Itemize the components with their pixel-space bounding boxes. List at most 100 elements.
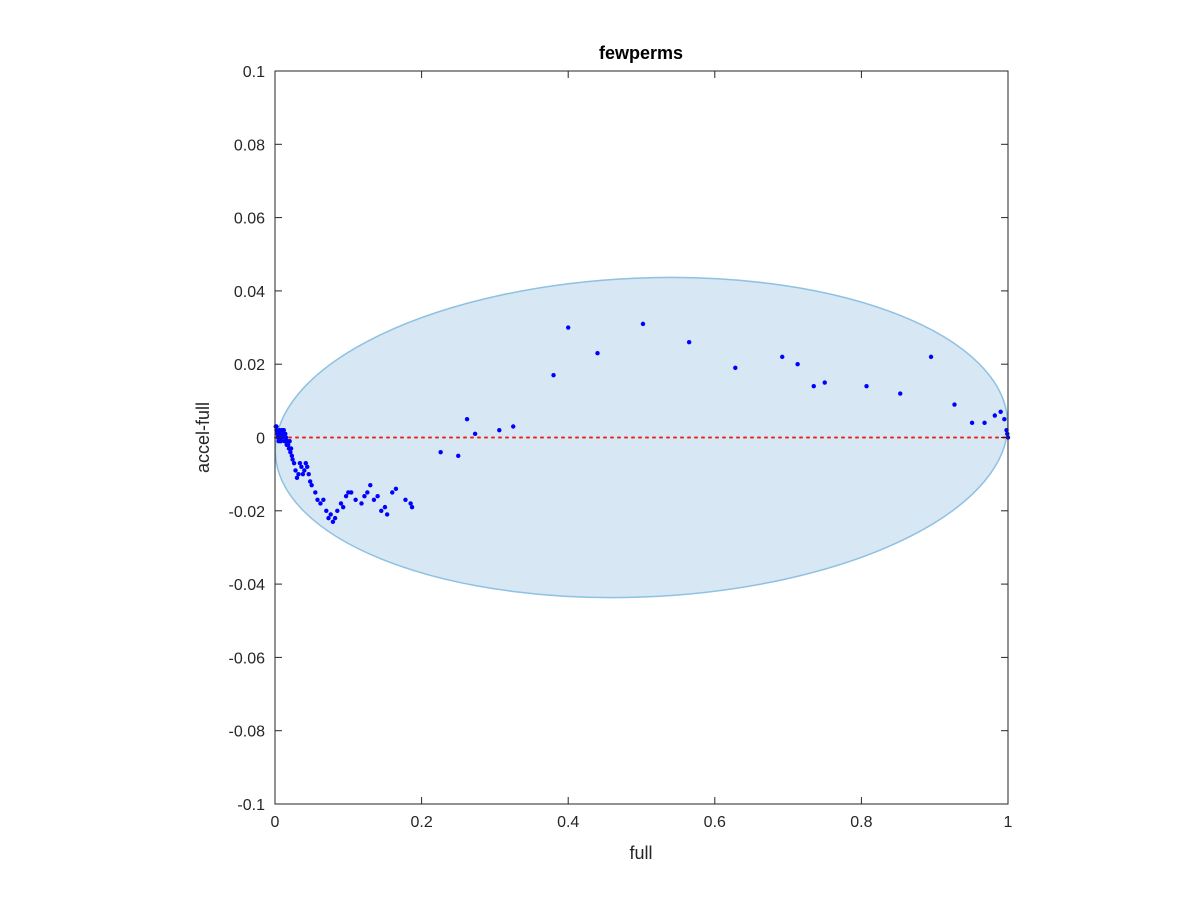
data-point: [309, 482, 314, 488]
data-point: [288, 446, 294, 451]
data-point: [332, 515, 338, 521]
y-axis-label: accel-full: [193, 402, 213, 473]
data-point: [291, 460, 297, 466]
data-point: [306, 471, 311, 477]
data-point: [318, 501, 323, 506]
data-point: [321, 497, 326, 503]
data-point: [281, 427, 286, 433]
data-point: [330, 519, 336, 524]
data-point: [340, 504, 346, 510]
data-point: [299, 464, 304, 470]
y-tick-label: 0.1: [243, 64, 265, 81]
x-tick-label: 0: [271, 814, 280, 831]
data-point: [289, 453, 295, 459]
data-point: [595, 351, 600, 356]
data-point: [864, 383, 869, 389]
data-point: [315, 497, 320, 503]
data-point: [566, 325, 571, 330]
data-point: [382, 504, 388, 510]
data-point: [278, 438, 284, 444]
data-point: [822, 380, 827, 385]
data-point: [293, 468, 298, 473]
data-point: [456, 453, 461, 459]
data-point: [403, 497, 408, 503]
y-tick-label: -0.06: [229, 650, 266, 667]
data-point: [379, 508, 384, 513]
data-point: [640, 321, 646, 327]
data-point: [324, 508, 329, 513]
data-point: [359, 501, 364, 506]
y-tick-label: 0: [256, 431, 265, 448]
data-point: [998, 409, 1003, 415]
data-point: [368, 482, 373, 488]
data-point: [733, 365, 738, 371]
data-point: [349, 490, 354, 495]
chart-title: fewperms: [599, 43, 683, 63]
data-point: [294, 475, 300, 481]
x-axis: 0 0.2 0.4 0.6 0.8 1: [271, 71, 1013, 831]
data-point: [326, 515, 331, 521]
data-point: [305, 464, 310, 470]
data-point: [290, 457, 295, 462]
data-point: [353, 497, 358, 503]
data-point: [928, 354, 934, 360]
data-point: [283, 431, 288, 437]
data-point: [780, 354, 785, 360]
data-point: [409, 504, 415, 510]
y-tick-label: -0.02: [229, 504, 266, 521]
data-point: [811, 383, 816, 389]
data-point: [313, 490, 318, 495]
data-point: [371, 497, 377, 503]
x-tick-label: 0.4: [557, 814, 579, 831]
data-point: [952, 402, 957, 407]
data-point: [511, 424, 516, 429]
data-point: [1002, 416, 1007, 422]
data-point: [982, 420, 987, 426]
data-point: [686, 340, 692, 345]
data-point: [307, 479, 313, 484]
data-point: [284, 438, 289, 444]
data-point: [343, 493, 349, 499]
y-tick-label: 0.02: [234, 357, 265, 374]
x-tick-label: 0.8: [850, 814, 872, 831]
data-point: [408, 501, 413, 506]
data-point: [375, 493, 380, 499]
data-point: [362, 493, 367, 499]
data-point: [384, 512, 390, 517]
y-tick-label: -0.04: [229, 577, 266, 594]
data-point: [296, 471, 301, 477]
data-point: [969, 420, 975, 426]
x-tick-label: 0.6: [704, 814, 726, 831]
data-point: [551, 372, 556, 378]
data-point: [300, 471, 306, 477]
data-point: [438, 449, 443, 455]
data-point: [393, 486, 399, 492]
data-point: [328, 512, 333, 517]
data-point: [303, 460, 308, 466]
data-point: [795, 362, 800, 367]
data-point: [283, 435, 289, 440]
data-point: [390, 490, 395, 495]
data-point: [288, 449, 293, 455]
data-point: [464, 416, 470, 422]
data-point: [338, 501, 344, 506]
data-point: [275, 431, 281, 437]
data-point: [285, 442, 291, 448]
y-tick-label: 0.06: [234, 211, 265, 228]
data-point: [992, 413, 998, 418]
x-tick-label: 0.2: [410, 814, 432, 831]
y-tick-label: -0.1: [237, 797, 265, 814]
data-point: [365, 490, 370, 495]
y-tick-label: 0.04: [234, 284, 265, 301]
data-point: [497, 427, 502, 433]
data-point: [335, 508, 340, 513]
data-point: [472, 431, 478, 437]
y-axis: -0.1 -0.08 -0.06 -0.04 -0.02 0 0.02 0.04 0.06 0.0…: [229, 64, 1008, 814]
y-tick-label: 0.08: [234, 137, 265, 154]
data-point: [302, 468, 307, 473]
x-axis-label: full: [629, 843, 652, 863]
x-tick-label: 1: [1004, 814, 1013, 831]
data-point: [1005, 431, 1010, 437]
data-point: [898, 391, 903, 396]
